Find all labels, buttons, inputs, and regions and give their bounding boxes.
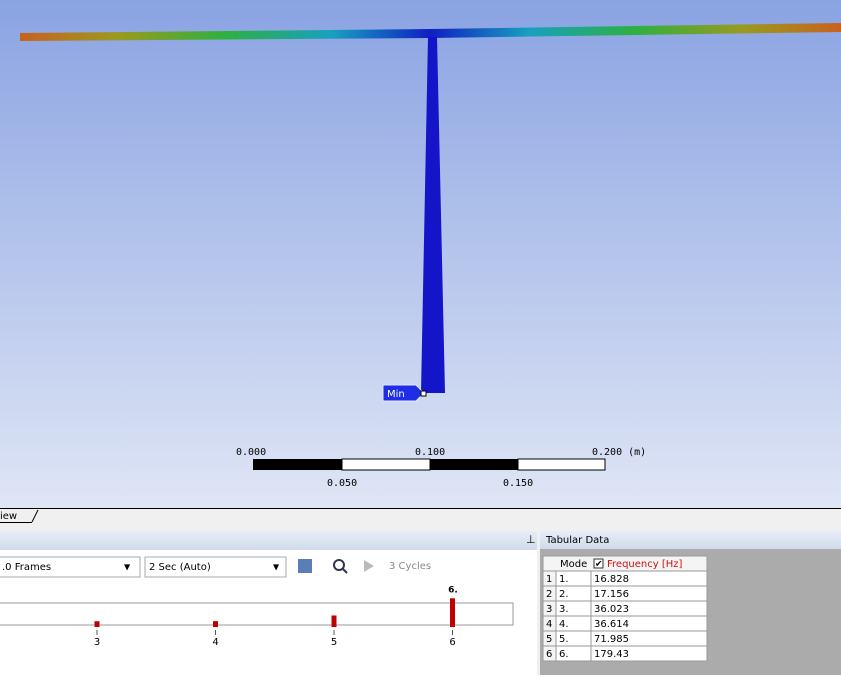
body: Min 0.000 0.100 0.200 (m) 0.050 0.150 ie… [0, 0, 841, 675]
frequency-cell: 36.023 [594, 604, 629, 615]
duration-value: 2 Sec (Auto) [149, 562, 211, 573]
view-tab[interactable]: iew [0, 511, 17, 522]
screen: Min 0.000 0.100 0.200 (m) 0.050 0.150 ie… [0, 0, 841, 675]
x-tick-label: 4 [212, 637, 218, 648]
scale-label: 0.150 [503, 478, 533, 489]
mode-cell: 2. [559, 589, 569, 600]
pin-icon[interactable]: ⊥ [526, 533, 536, 546]
row-number: 1 [546, 574, 552, 585]
mode-cell: 6. [559, 649, 569, 660]
mode-bar[interactable] [332, 615, 337, 627]
column-header: Mode [560, 559, 587, 570]
column-header: Frequency [Hz] [607, 559, 683, 570]
row-number: 2 [546, 589, 552, 600]
selected-label: 6. [448, 586, 458, 596]
x-tick-label: 3 [94, 637, 100, 648]
scale-segment [518, 459, 605, 470]
row-number: 3 [546, 604, 552, 615]
row-number: 5 [546, 634, 552, 645]
scale-segment [253, 459, 342, 470]
viewport [0, 0, 841, 508]
cycles-label: 3 Cycles [389, 561, 431, 572]
mode-cell: 1. [559, 574, 569, 585]
scale-segment [430, 459, 518, 470]
frequency-cell: 179.43 [594, 649, 629, 660]
mode-cell: 4. [559, 619, 569, 630]
scale-label: 0.200 (m) [592, 447, 646, 458]
mode-cell: 5. [559, 634, 569, 645]
frames-value: .0 Frames [2, 562, 51, 573]
mode-bar[interactable] [450, 598, 455, 627]
tabular-title: Tabular Data [545, 535, 609, 546]
x-tick-label: 5 [331, 637, 337, 648]
row-number: 4 [546, 619, 552, 630]
dropdown-arrow[interactable]: ▼ [273, 563, 280, 572]
export-icon[interactable] [298, 559, 312, 573]
min-label: Min [387, 389, 405, 400]
scale-segment [342, 459, 430, 470]
scale-label: 0.050 [327, 478, 357, 489]
x-tick-label: 6 [449, 637, 455, 648]
min-marker [421, 391, 426, 396]
row-number: 6 [546, 649, 552, 660]
mode-cell: 3. [559, 604, 569, 615]
frequency-cell: 71.985 [594, 634, 629, 645]
dropdown-arrow[interactable]: ▼ [124, 563, 131, 572]
graph-header [0, 531, 537, 550]
table: Mode ✔ Frequency [Hz] 1 1. 16.828 2 2. 17.156 3 3.… [543, 556, 707, 661]
frequency-cell: 16.828 [594, 574, 629, 585]
mode-bar[interactable] [95, 621, 100, 627]
frequency-cell: 36.614 [594, 619, 629, 630]
graph-frame [0, 603, 513, 625]
scale-label: 0.000 [236, 447, 266, 458]
mode-bar[interactable] [213, 621, 218, 627]
page: {"viewport": {"min_label": "Min", "scale… [0, 0, 841, 675]
scale-label: 0.100 [415, 447, 445, 458]
checkmark: ✔ [595, 560, 603, 570]
frequency-cell: 17.156 [594, 589, 629, 600]
